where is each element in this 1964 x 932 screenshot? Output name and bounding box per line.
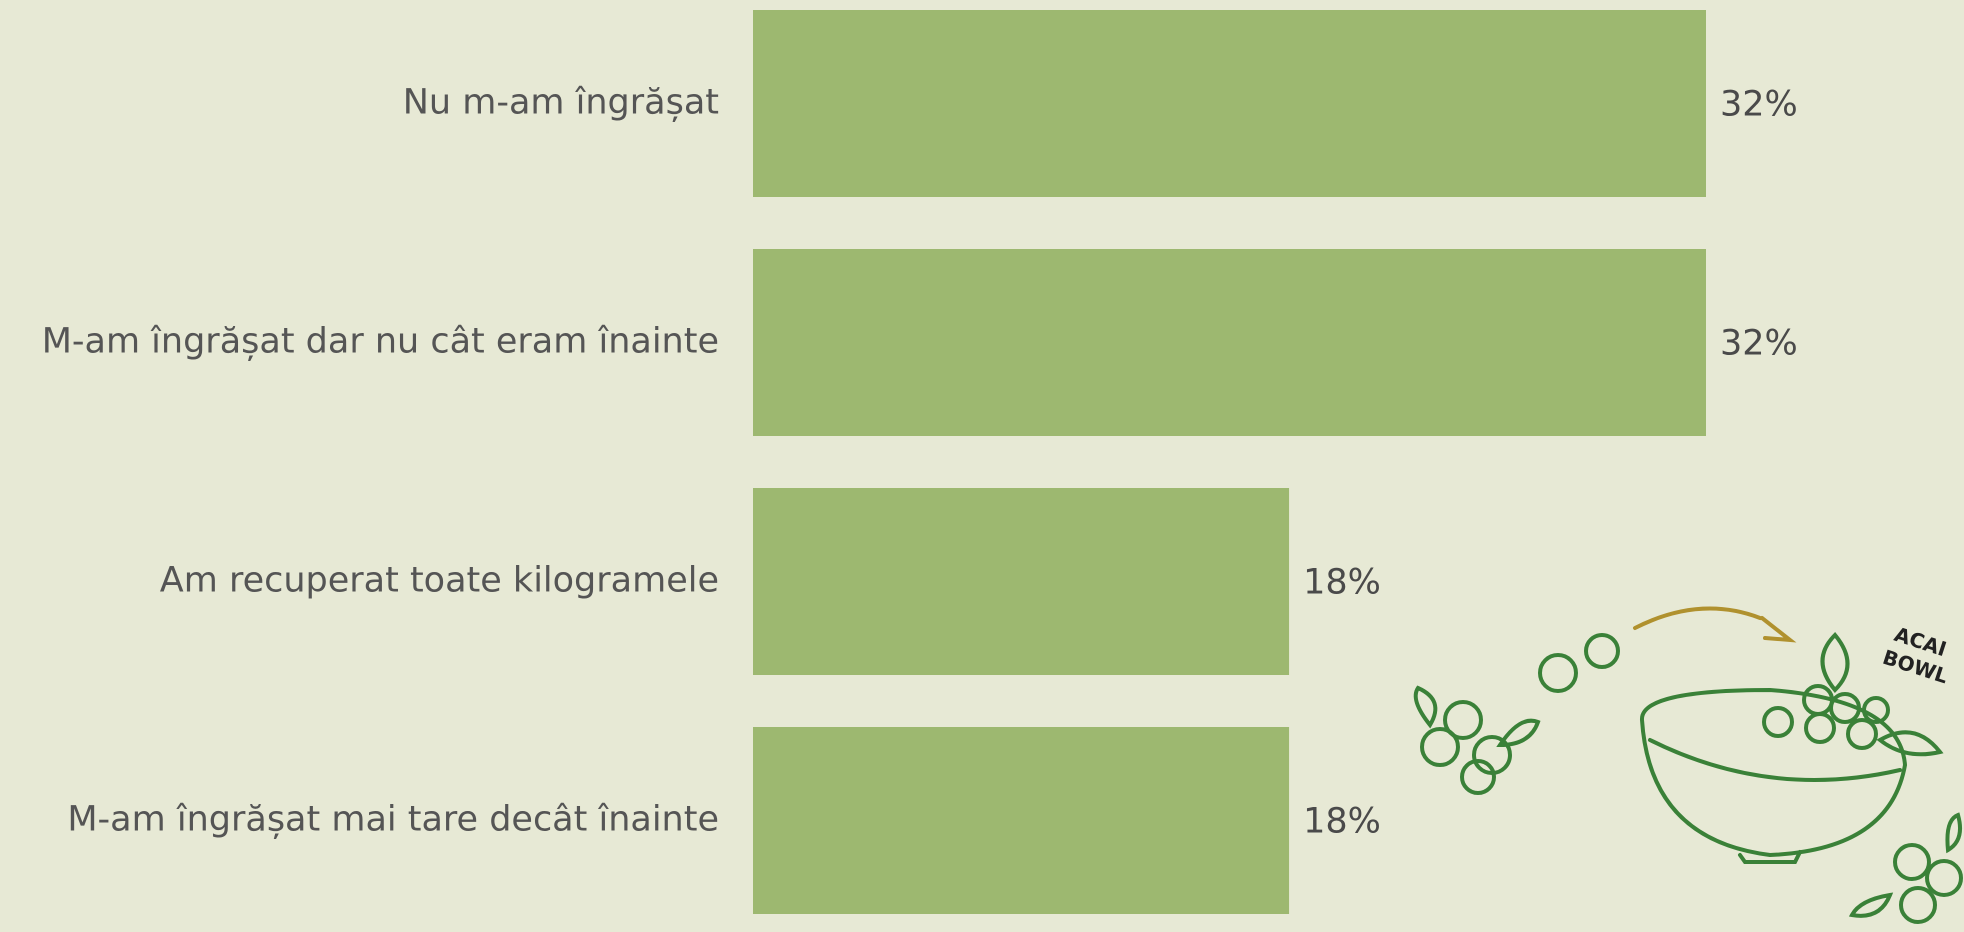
- berry: [1829, 692, 1861, 724]
- leaf: [1945, 812, 1962, 854]
- category-label: M-am îngrășat mai tare decât înainte: [67, 800, 719, 840]
- berry: [1584, 633, 1620, 669]
- bowl: [1640, 687, 1908, 858]
- value-label: 32%: [1720, 85, 1798, 125]
- value-label: 32%: [1720, 324, 1798, 364]
- bowl-rim: [1648, 738, 1902, 782]
- berry: [1804, 712, 1836, 744]
- bar: [753, 488, 1290, 675]
- value-label: 18%: [1303, 563, 1381, 603]
- berry: [1420, 727, 1460, 767]
- leaf: [1413, 685, 1438, 729]
- leaf: [1848, 892, 1894, 918]
- berry: [1925, 859, 1963, 897]
- berry: [1443, 700, 1483, 740]
- arrow: [1633, 606, 1797, 643]
- leaf: [1496, 718, 1541, 748]
- leaf: [1820, 632, 1850, 693]
- category-label: M-am îngrășat dar nu cât eram înainte: [42, 322, 719, 362]
- leaf: [1876, 730, 1944, 757]
- berry: [1862, 696, 1890, 724]
- bar: [753, 727, 1290, 914]
- berry: [1460, 759, 1496, 795]
- category-label: Am recuperat toate kilogramele: [160, 561, 719, 601]
- berry: [1846, 718, 1878, 750]
- value-label: 18%: [1303, 802, 1381, 842]
- category-label: Nu m-am îngrășat: [403, 83, 719, 123]
- bar: [753, 249, 1706, 436]
- bowl-foot: [1738, 850, 1802, 864]
- berry: [1893, 843, 1931, 881]
- bar: [753, 10, 1706, 197]
- berry: [1899, 886, 1937, 924]
- berry: [1762, 706, 1794, 738]
- berry: [1538, 653, 1578, 693]
